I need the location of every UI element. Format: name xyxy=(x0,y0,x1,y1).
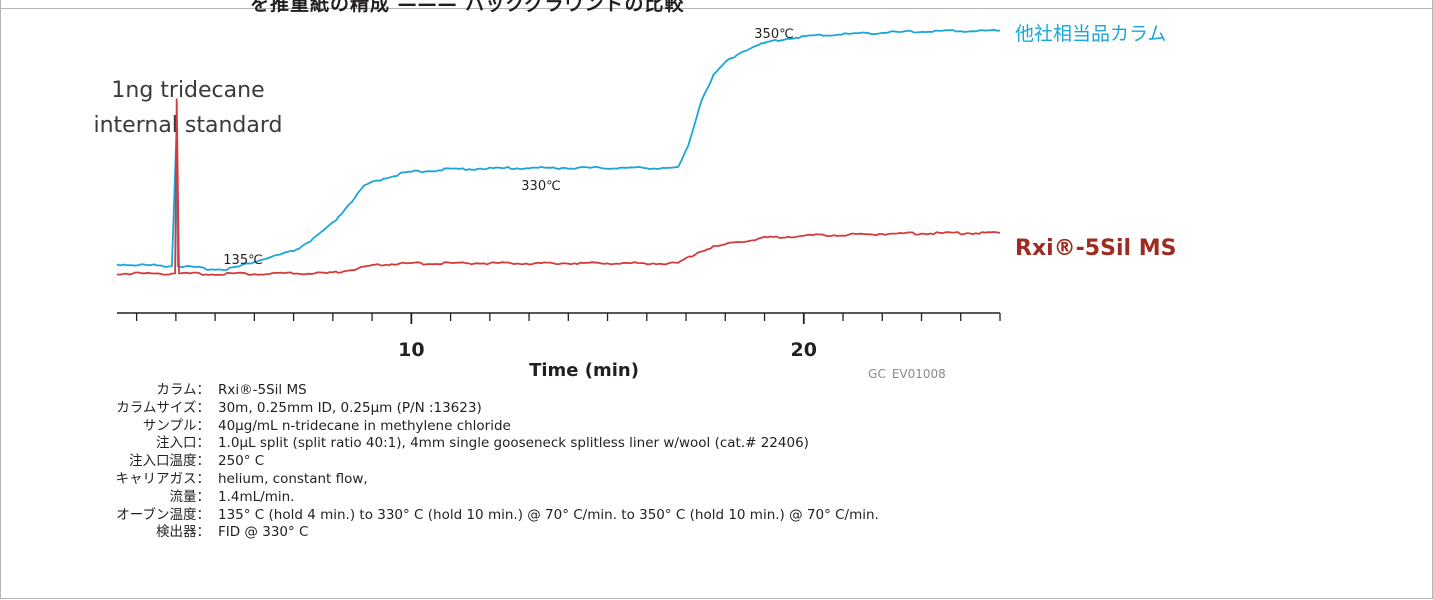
info-row: サンプル： 40µg/mL n-tridecane in methylene ch… xyxy=(0,418,1300,436)
info-value: 1.4mL/min. xyxy=(218,488,295,505)
info-key: 注入口： xyxy=(156,435,210,452)
annotation-layer: 1ng tridecane internal standard 135℃ 330℃ 35… xyxy=(94,23,1177,380)
info-row: カラムサイズ： 30m, 0.25mm ID, 0.25µm (P/N :1362… xyxy=(0,400,1300,418)
temp-label-350: 350℃ xyxy=(754,27,793,42)
info-row: 注入口： 1.0µL split (split ratio 40:1), 4mm … xyxy=(0,435,1300,453)
info-value: 30m, 0.25mm ID, 0.25µm (P/N :13623) xyxy=(218,399,482,416)
series-line-competitor xyxy=(116,29,1001,271)
injection-label-line1: 1ng tridecane xyxy=(111,78,264,103)
info-value: Rxi®-5Sil MS xyxy=(218,382,307,398)
info-row: キャリアガス： helium, constant flow, xyxy=(0,471,1300,489)
info-value: helium, constant flow, xyxy=(218,470,368,487)
info-key: サンプル： xyxy=(142,417,210,434)
temp-label-330: 330℃ xyxy=(521,179,560,194)
info-row: カラム： Rxi®-5Sil MS xyxy=(0,382,1300,400)
series-line-rxi-5sil-ms xyxy=(116,98,1001,276)
temp-label-135: 135℃ xyxy=(223,253,262,268)
info-key: カラム： xyxy=(156,382,210,398)
top-rule xyxy=(0,8,1433,9)
info-row: オーブン温度： 135° C (hold 4 min.) to 330° C (h… xyxy=(0,507,1300,525)
info-row: 流量： 1.4mL/min. xyxy=(0,489,1300,507)
info-value: 135° C (hold 4 min.) to 330° C (hold 10 … xyxy=(218,506,879,523)
method-info-block: カラム： Rxi®-5Sil MS カラムサイズ： 30m, 0.25mm ID, 0… xyxy=(0,382,1300,542)
injection-label-line2: internal standard xyxy=(94,113,283,138)
info-value: FID @ 330° C xyxy=(218,524,309,541)
x-axis-title: Time (min) xyxy=(529,360,639,380)
info-key: オーブン温度： xyxy=(116,506,210,523)
info-key: 注入口温度： xyxy=(129,453,210,470)
x-tick-label: 10 xyxy=(398,339,424,361)
info-row: 注入口温度： 250° C xyxy=(0,453,1300,471)
legend-label-competitor: 他社相当品カラム xyxy=(1015,23,1166,45)
info-key: 検出器： xyxy=(156,524,210,541)
info-key: キャリアガス： xyxy=(115,470,211,487)
figure-title-fragment: を推重紙の精成 ——— バックグラウンドの比較 xyxy=(250,0,685,15)
info-key: カラムサイズ： xyxy=(116,399,210,416)
info-value: 250° C xyxy=(218,453,265,470)
info-row: 検出器： FID @ 330° C xyxy=(0,524,1300,542)
series-layer xyxy=(116,29,1001,276)
figure-code: GC_EV01008 xyxy=(868,367,946,380)
x-tick-label: 20 xyxy=(791,339,817,361)
info-value: 1.0µL split (split ratio 40:1), 4mm sing… xyxy=(218,435,809,452)
chromatogram-chart: 10 20 Time (min) 1ng tridecane internal sta… xyxy=(94,23,1177,380)
x-axis: 10 20 Time (min) xyxy=(117,312,1001,380)
legend-label-rxi-5sil-ms: Rxi®-5Sil MS xyxy=(1015,236,1176,261)
info-key: 流量： xyxy=(169,488,211,505)
info-value: 40µg/mL n-tridecane in methylene chlorid… xyxy=(218,417,511,434)
